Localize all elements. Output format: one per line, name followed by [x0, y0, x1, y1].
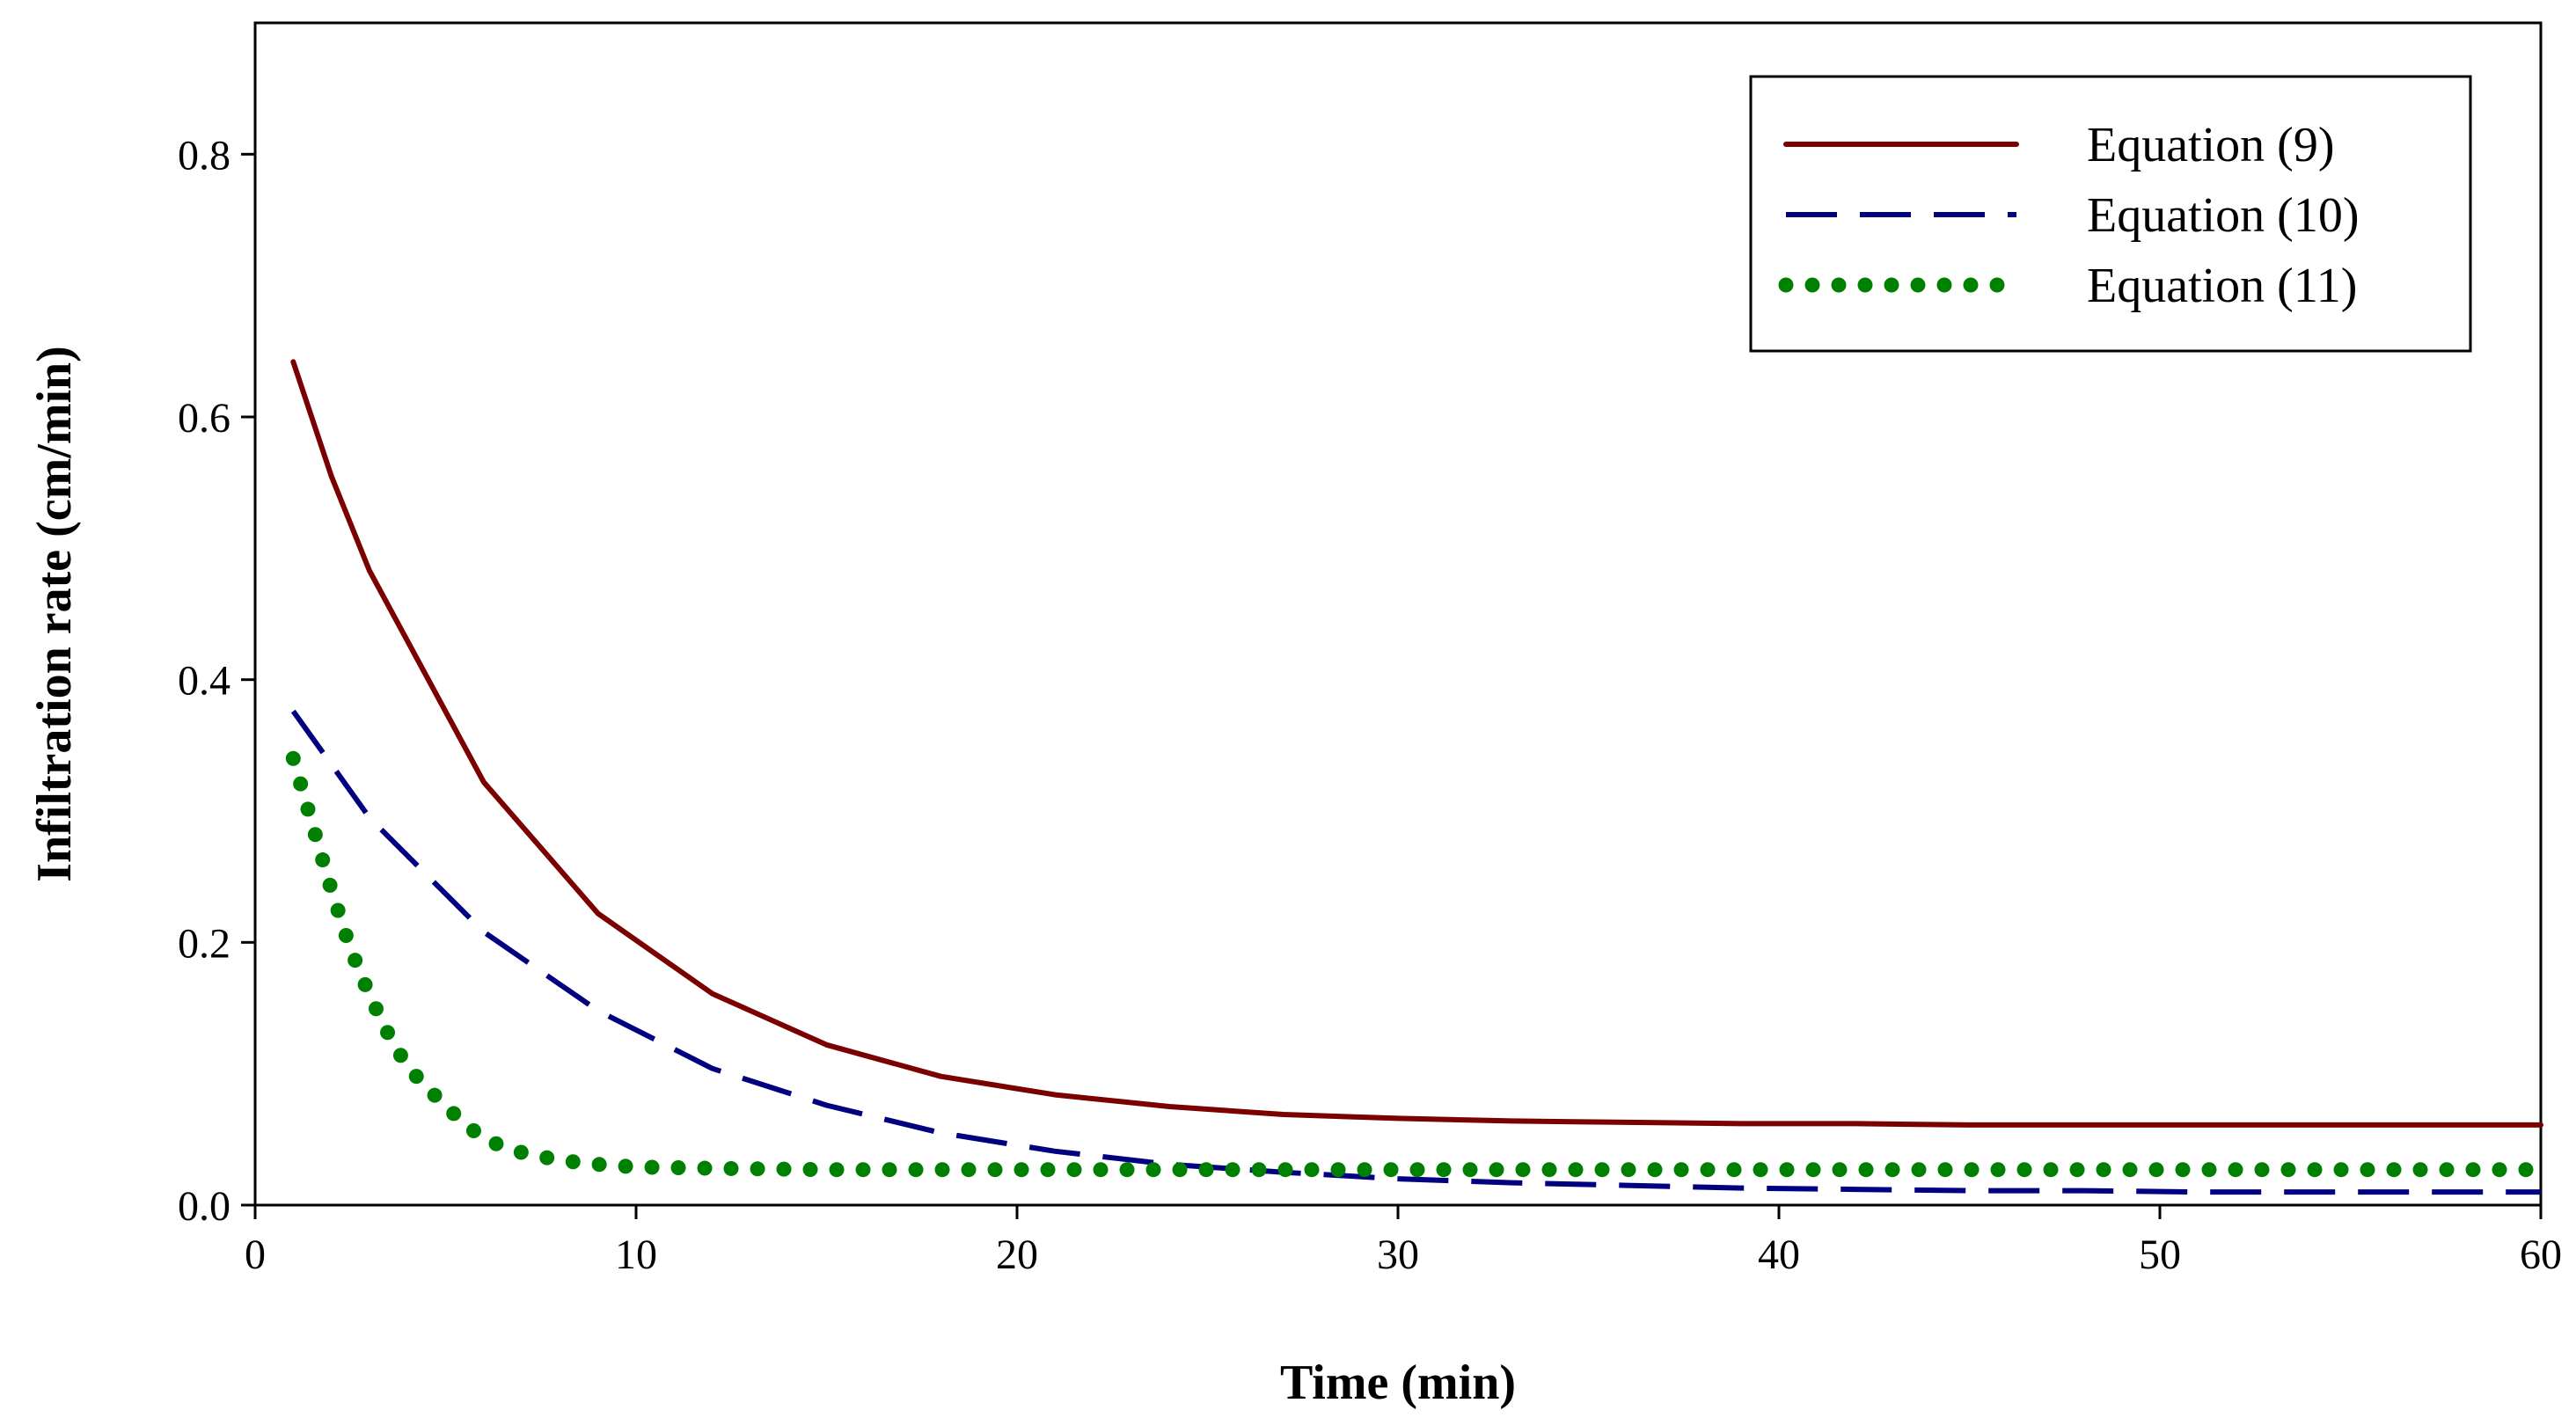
y-axis-ticks: 0.0 0.2 0.4 0.6 0.8 — [178, 132, 255, 1230]
x-tick-label: 0 — [245, 1231, 266, 1278]
x-axis-title: Time (min) — [1280, 1356, 1516, 1410]
y-tick-label: 0.8 — [178, 132, 231, 179]
legend-label-equation-10: Equation (10) — [2087, 188, 2359, 243]
legend-label-equation-9: Equation (9) — [2087, 118, 2334, 172]
x-tick-label: 10 — [615, 1231, 657, 1278]
x-tick-label: 60 — [2520, 1231, 2562, 1278]
series-line-equation-9 — [290, 359, 2543, 1128]
series-line-equation-11 — [285, 750, 2549, 1178]
x-tick-label: 20 — [996, 1231, 1038, 1278]
x-axis-ticks: 0 10 20 30 40 50 60 — [245, 1205, 2562, 1278]
legend-label-equation-11: Equation (11) — [2087, 259, 2357, 313]
series-layer — [285, 359, 2549, 1195]
y-axis-title: Infiltration rate (cm/min) — [27, 346, 82, 882]
x-tick-label: 30 — [1377, 1231, 1419, 1278]
series-line-equation-10 — [290, 709, 2541, 1195]
y-tick-label: 0.0 — [178, 1183, 231, 1230]
y-tick-label: 0.2 — [178, 920, 231, 967]
y-tick-label: 0.4 — [178, 658, 231, 705]
legend: Equation (9) Equation (10) Equation (11) — [1749, 75, 2472, 353]
y-tick-label: 0.6 — [178, 395, 231, 442]
x-tick-label: 50 — [2139, 1231, 2181, 1278]
x-tick-label: 40 — [1758, 1231, 1800, 1278]
